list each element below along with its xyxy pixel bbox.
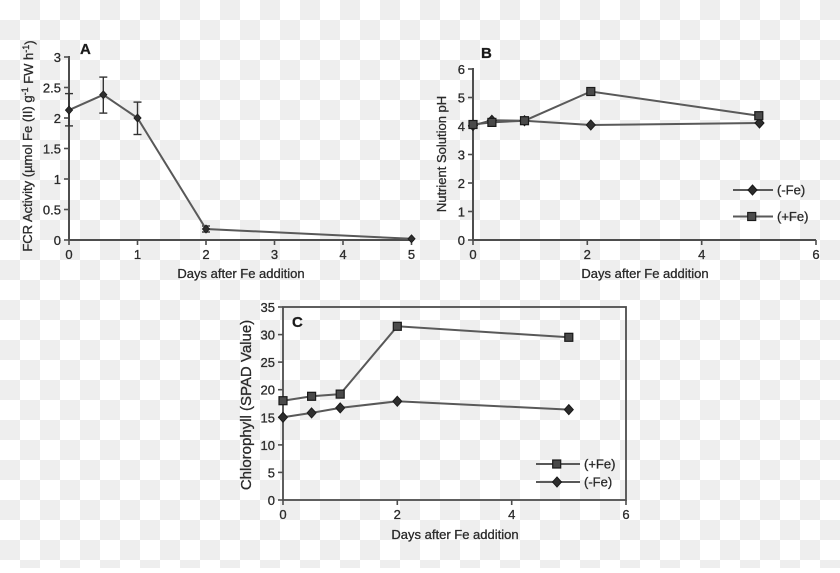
svg-text:1.5: 1.5 — [43, 142, 61, 157]
svg-text:4: 4 — [339, 247, 346, 262]
svg-text:6: 6 — [458, 62, 465, 77]
svg-text:B: B — [481, 45, 492, 62]
svg-text:2: 2 — [394, 507, 401, 522]
svg-text:(+Fe): (+Fe) — [777, 209, 808, 224]
svg-text:A: A — [80, 41, 91, 58]
svg-text:0: 0 — [469, 247, 476, 262]
svg-text:4: 4 — [698, 247, 705, 262]
svg-text:1: 1 — [458, 205, 465, 220]
svg-text:2: 2 — [584, 247, 591, 262]
svg-text:0.5: 0.5 — [43, 203, 61, 218]
svg-text:2: 2 — [54, 111, 61, 126]
svg-text:2: 2 — [458, 176, 465, 191]
svg-text:3: 3 — [271, 247, 278, 262]
svg-text:20: 20 — [261, 383, 275, 398]
svg-text:2: 2 — [202, 247, 209, 262]
svg-text:Days after Fe addition: Days after Fe addition — [177, 266, 304, 281]
svg-text:0: 0 — [268, 493, 275, 508]
svg-text:6: 6 — [812, 247, 819, 262]
svg-text:30: 30 — [261, 328, 275, 343]
svg-text:1: 1 — [54, 172, 61, 187]
svg-text:35: 35 — [261, 300, 275, 315]
svg-text:1: 1 — [134, 247, 141, 262]
svg-text:(-Fe): (-Fe) — [777, 183, 805, 198]
svg-text:10: 10 — [261, 438, 275, 453]
svg-text:0: 0 — [279, 507, 286, 522]
svg-text:(-Fe): (-Fe) — [584, 475, 612, 490]
svg-text:0: 0 — [458, 233, 465, 248]
svg-text:0: 0 — [65, 247, 72, 262]
svg-text:4: 4 — [508, 507, 515, 522]
svg-text:5: 5 — [268, 465, 275, 480]
svg-text:0: 0 — [54, 233, 61, 248]
svg-text:Days after Fe addition: Days after Fe addition — [391, 527, 518, 542]
svg-text:FCR Activity (µmol Fe (II) g-1: FCR Activity (µmol Fe (II) g-1 FW h-1) — [20, 40, 37, 251]
svg-text:5: 5 — [408, 247, 415, 262]
svg-text:6: 6 — [622, 507, 629, 522]
svg-text:(+Fe): (+Fe) — [584, 457, 615, 472]
svg-text:25: 25 — [261, 355, 275, 370]
svg-text:3: 3 — [458, 148, 465, 163]
svg-text:3: 3 — [54, 50, 61, 65]
svg-text:5: 5 — [458, 91, 465, 106]
svg-text:2.5: 2.5 — [43, 81, 61, 96]
svg-text:4: 4 — [458, 119, 465, 134]
svg-text:C: C — [292, 314, 303, 331]
svg-text:Days after Fe addition: Days after Fe addition — [581, 266, 708, 281]
svg-text:Chlorophyll (SPAD Value): Chlorophyll (SPAD Value) — [238, 320, 255, 490]
svg-text:Nutrient Solution pH: Nutrient Solution pH — [434, 96, 449, 212]
svg-text:15: 15 — [261, 410, 275, 425]
